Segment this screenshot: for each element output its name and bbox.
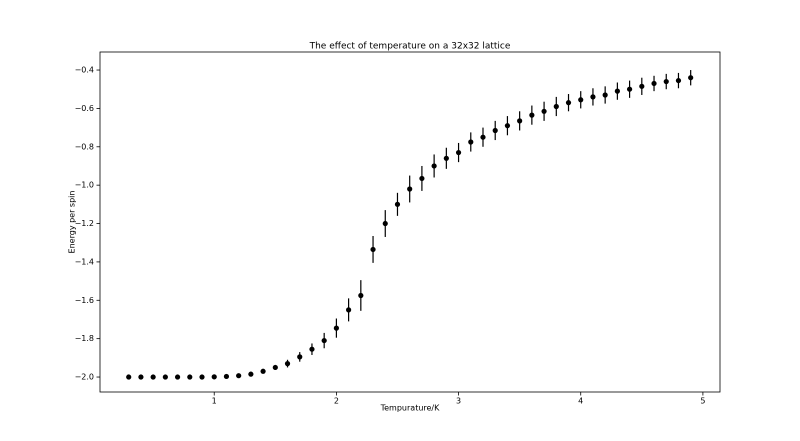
data-point [553, 103, 559, 110]
data-point [407, 186, 413, 192]
y-tick-label: −1.0 [75, 181, 94, 190]
data-point [321, 337, 327, 344]
data-point [174, 374, 181, 380]
y-tick-label: −0.8 [75, 142, 94, 151]
data-point [297, 354, 303, 360]
data-point [590, 94, 596, 100]
data-point [492, 127, 498, 134]
data-point [504, 123, 511, 129]
y-tick-label: −0.6 [75, 104, 94, 113]
x-tick-label: 3 [456, 397, 461, 406]
data-point [309, 346, 315, 352]
data-point [358, 292, 364, 299]
data-point [480, 134, 486, 140]
plot-frame [99, 51, 721, 393]
x-axis-label: Tempurature/K [380, 404, 441, 413]
data-point [663, 78, 669, 85]
data-point [284, 361, 291, 367]
data-point [394, 201, 401, 207]
data-point [565, 100, 572, 106]
y-tick-label: −1.6 [75, 296, 94, 305]
chart-title: The effect of temperature on a 32x32 lat… [309, 42, 511, 52]
x-tick-label: 1 [212, 397, 217, 406]
y-tick-label: −2.0 [75, 373, 94, 382]
data-point [529, 112, 535, 118]
data-point [333, 325, 339, 331]
data-point [150, 374, 156, 380]
data-point [346, 307, 352, 313]
data-point [688, 75, 694, 81]
x-tick-label: 4 [578, 397, 583, 406]
data-point [260, 368, 266, 374]
data-point [651, 80, 657, 87]
data-point [138, 374, 144, 380]
data-point [468, 139, 474, 145]
data-point [578, 97, 584, 103]
data-point [382, 220, 388, 227]
data-point [199, 374, 205, 380]
data-point [187, 374, 193, 380]
data-point [370, 246, 376, 253]
data-point [614, 88, 620, 94]
data-point [248, 371, 254, 377]
data-point [675, 77, 682, 84]
data-point [443, 155, 449, 161]
y-tick-label: −0.4 [75, 66, 94, 75]
x-tick-label: 5 [700, 397, 705, 406]
data-point [602, 92, 608, 98]
data-point [431, 163, 437, 169]
data-point [236, 373, 242, 379]
data-point [626, 86, 633, 92]
data-point [211, 374, 217, 380]
x-tick-label: 2 [334, 397, 339, 406]
data-point [517, 118, 523, 124]
y-axis-label: Energy per spin [68, 191, 77, 254]
y-tick-label: −1.2 [75, 219, 94, 228]
data-point [639, 83, 645, 89]
y-tick-label: −1.4 [75, 257, 94, 266]
y-tick-label: −1.8 [75, 334, 94, 343]
data-point [455, 149, 462, 156]
data-point [126, 374, 132, 380]
data-point [419, 175, 425, 182]
data-point [541, 108, 547, 114]
data-point [223, 373, 230, 380]
data-point [162, 374, 168, 380]
data-point [272, 364, 278, 371]
